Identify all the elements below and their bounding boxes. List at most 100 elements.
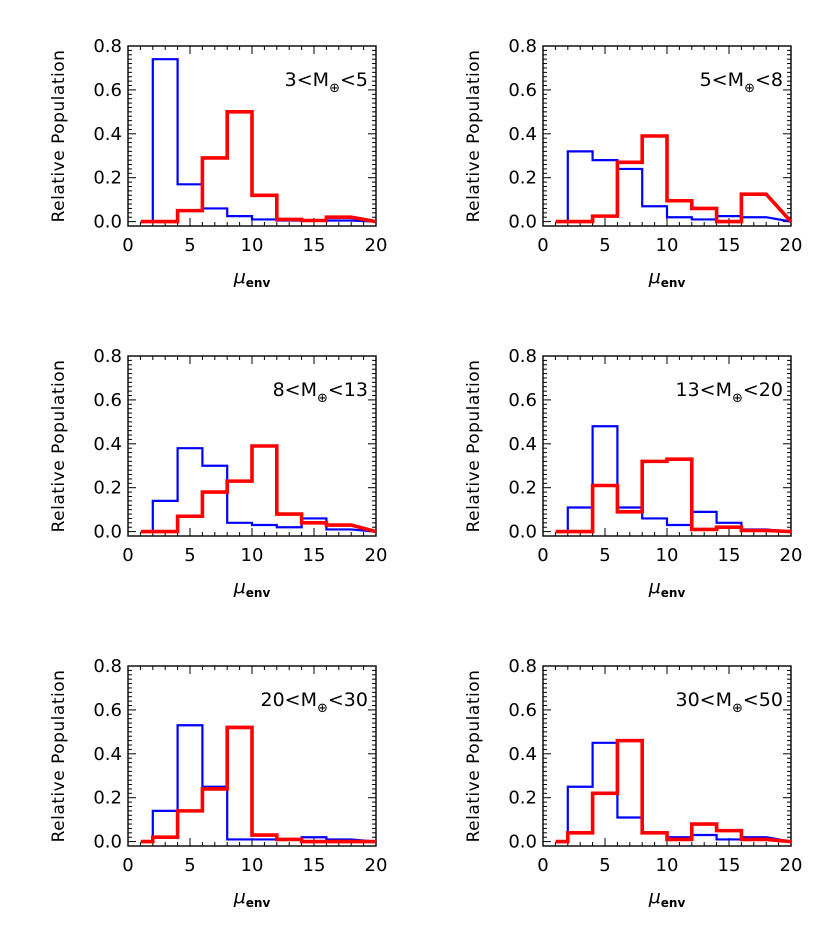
- y-tick-label: 0.4: [508, 124, 537, 145]
- y-tick-label: 0.8: [508, 656, 537, 677]
- x-tick-label: 0: [537, 235, 548, 256]
- mass-range-annotation: 13<M⊕<20: [675, 379, 783, 406]
- annotation-prefix: 3<M: [285, 69, 329, 91]
- y-axis-label: Relative Population: [49, 360, 69, 533]
- histogram-series-red: [555, 738, 792, 844]
- y-tick-label: 0.8: [508, 36, 537, 57]
- annotation-prefix: 5<M: [700, 69, 744, 91]
- x-tick-label: 0: [537, 545, 548, 566]
- y-tick-label: 0.4: [508, 744, 537, 765]
- x-tick-label: 0: [537, 855, 548, 876]
- panel-2: 0 5 10 15 20 0.0 0.2 0.4 0.6 0.8 Relative Populati…: [464, 36, 802, 290]
- y-axis-label: Relative Population: [464, 50, 484, 223]
- panel-4: 0 5 10 15 20 0.0 0.2 0.4 0.6 0.8 Relative Populati…: [464, 346, 802, 600]
- y-axis-label: Relative Population: [49, 670, 69, 843]
- histogram-series-blue: [140, 447, 377, 533]
- x-axis-label-symbol: μ: [648, 266, 661, 288]
- histogram-series-red: [555, 457, 792, 534]
- y-tick-label: 0.0: [93, 832, 122, 853]
- y-tick-label: 0.2: [93, 478, 122, 499]
- annotation-suffix: <50: [743, 689, 783, 711]
- annotation-subscript: ⊕: [317, 391, 328, 406]
- x-tick-label: 15: [303, 855, 326, 876]
- x-tick-label: 15: [303, 545, 326, 566]
- panel-3: 0 5 10 15 20 0.0 0.2 0.4 0.6 0.8 Relative Populati…: [49, 346, 387, 600]
- annotation-subscript: ⊕: [744, 81, 755, 96]
- x-axis-label-subscript: env: [246, 276, 271, 290]
- y-tick-label: 0.6: [93, 80, 122, 101]
- y-tick-label: 0.8: [508, 346, 537, 367]
- y-tick-label: 0.2: [508, 478, 537, 499]
- x-tick-label: 10: [656, 855, 679, 876]
- x-axis-label-symbol: μ: [648, 576, 661, 598]
- x-tick-label: 15: [718, 545, 741, 566]
- y-tick-label: 0.0: [93, 212, 122, 233]
- x-axis-label-subscript: env: [661, 276, 686, 290]
- y-tick-label: 0.2: [508, 788, 537, 809]
- y-axis-label: Relative Population: [464, 670, 484, 843]
- y-tick-label: 0.0: [93, 522, 122, 543]
- y-tick-label: 0.4: [508, 434, 537, 455]
- x-tick-label: 15: [303, 235, 326, 256]
- x-tick-label: 15: [718, 855, 741, 876]
- y-tick-label: 0.4: [93, 744, 122, 765]
- y-tick-label: 0.8: [93, 346, 122, 367]
- annotation-suffix: <8: [755, 69, 783, 91]
- x-tick-label: 20: [780, 855, 803, 876]
- mass-range-annotation: 5<M⊕<8: [700, 69, 783, 96]
- x-axis-label: μenv: [648, 886, 686, 910]
- mass-range-annotation: 30<M⊕<50: [675, 689, 783, 716]
- x-axis-label: μenv: [233, 886, 271, 910]
- histogram-series-blue: [555, 150, 792, 223]
- annotation-subscript: ⊕: [329, 81, 340, 96]
- y-tick-label: 0.4: [93, 434, 122, 455]
- histogram-series-blue: [140, 724, 377, 843]
- mass-range-annotation: 3<M⊕<5: [285, 69, 368, 96]
- x-tick-label: 10: [656, 235, 679, 256]
- y-axis-label: Relative Population: [464, 360, 484, 533]
- x-axis-label-symbol: μ: [233, 266, 246, 288]
- x-tick-label: 5: [599, 855, 610, 876]
- x-tick-label: 10: [241, 545, 264, 566]
- x-tick-label: 5: [184, 545, 195, 566]
- y-tick-label: 0.0: [508, 832, 537, 853]
- x-tick-label: 5: [599, 235, 610, 256]
- x-tick-label: 10: [241, 235, 264, 256]
- annotation-prefix: 30<M: [675, 689, 732, 711]
- x-tick-label: 20: [365, 545, 388, 566]
- x-axis-label-subscript: env: [246, 586, 271, 600]
- x-tick-label: 20: [780, 545, 803, 566]
- x-tick-label: 0: [122, 235, 133, 256]
- x-axis-label-subscript: env: [246, 896, 271, 910]
- panel-1: 0 5 10 15 20 0.0 0.2 0.4 0.6 0.8 Relative Populati…: [49, 36, 387, 290]
- x-axis-label: μenv: [648, 266, 686, 290]
- histogram-series-red: [140, 725, 376, 844]
- mass-range-annotation: 8<M⊕<13: [273, 379, 368, 406]
- y-tick-label: 0.6: [508, 700, 537, 721]
- annotation-prefix: 13<M: [675, 379, 732, 401]
- y-tick-label: 0.2: [93, 168, 122, 189]
- x-axis-label-subscript: env: [661, 586, 686, 600]
- x-axis-label-symbol: μ: [648, 886, 661, 908]
- histogram-series-red: [140, 444, 377, 534]
- x-axis-label-subscript: env: [661, 896, 686, 910]
- mass-range-annotation: 20<M⊕<30: [260, 689, 368, 716]
- x-tick-label: 0: [122, 545, 133, 566]
- annotation-prefix: 20<M: [260, 689, 317, 711]
- x-axis-label: μenv: [233, 576, 271, 600]
- y-tick-label: 0.2: [508, 168, 537, 189]
- x-tick-label: 0: [122, 855, 133, 876]
- y-tick-label: 0.6: [508, 80, 537, 101]
- y-tick-label: 0.8: [93, 656, 122, 677]
- annotation-suffix: <13: [328, 379, 368, 401]
- x-axis-label: μenv: [233, 266, 271, 290]
- y-tick-label: 0.6: [508, 390, 537, 411]
- annotation-suffix: <30: [328, 689, 368, 711]
- x-axis-label-symbol: μ: [233, 576, 246, 598]
- x-axis-label-symbol: μ: [233, 886, 246, 908]
- y-tick-label: 0.0: [508, 522, 537, 543]
- x-tick-label: 15: [718, 235, 741, 256]
- histogram-series-red: [140, 110, 377, 224]
- x-tick-label: 20: [365, 855, 388, 876]
